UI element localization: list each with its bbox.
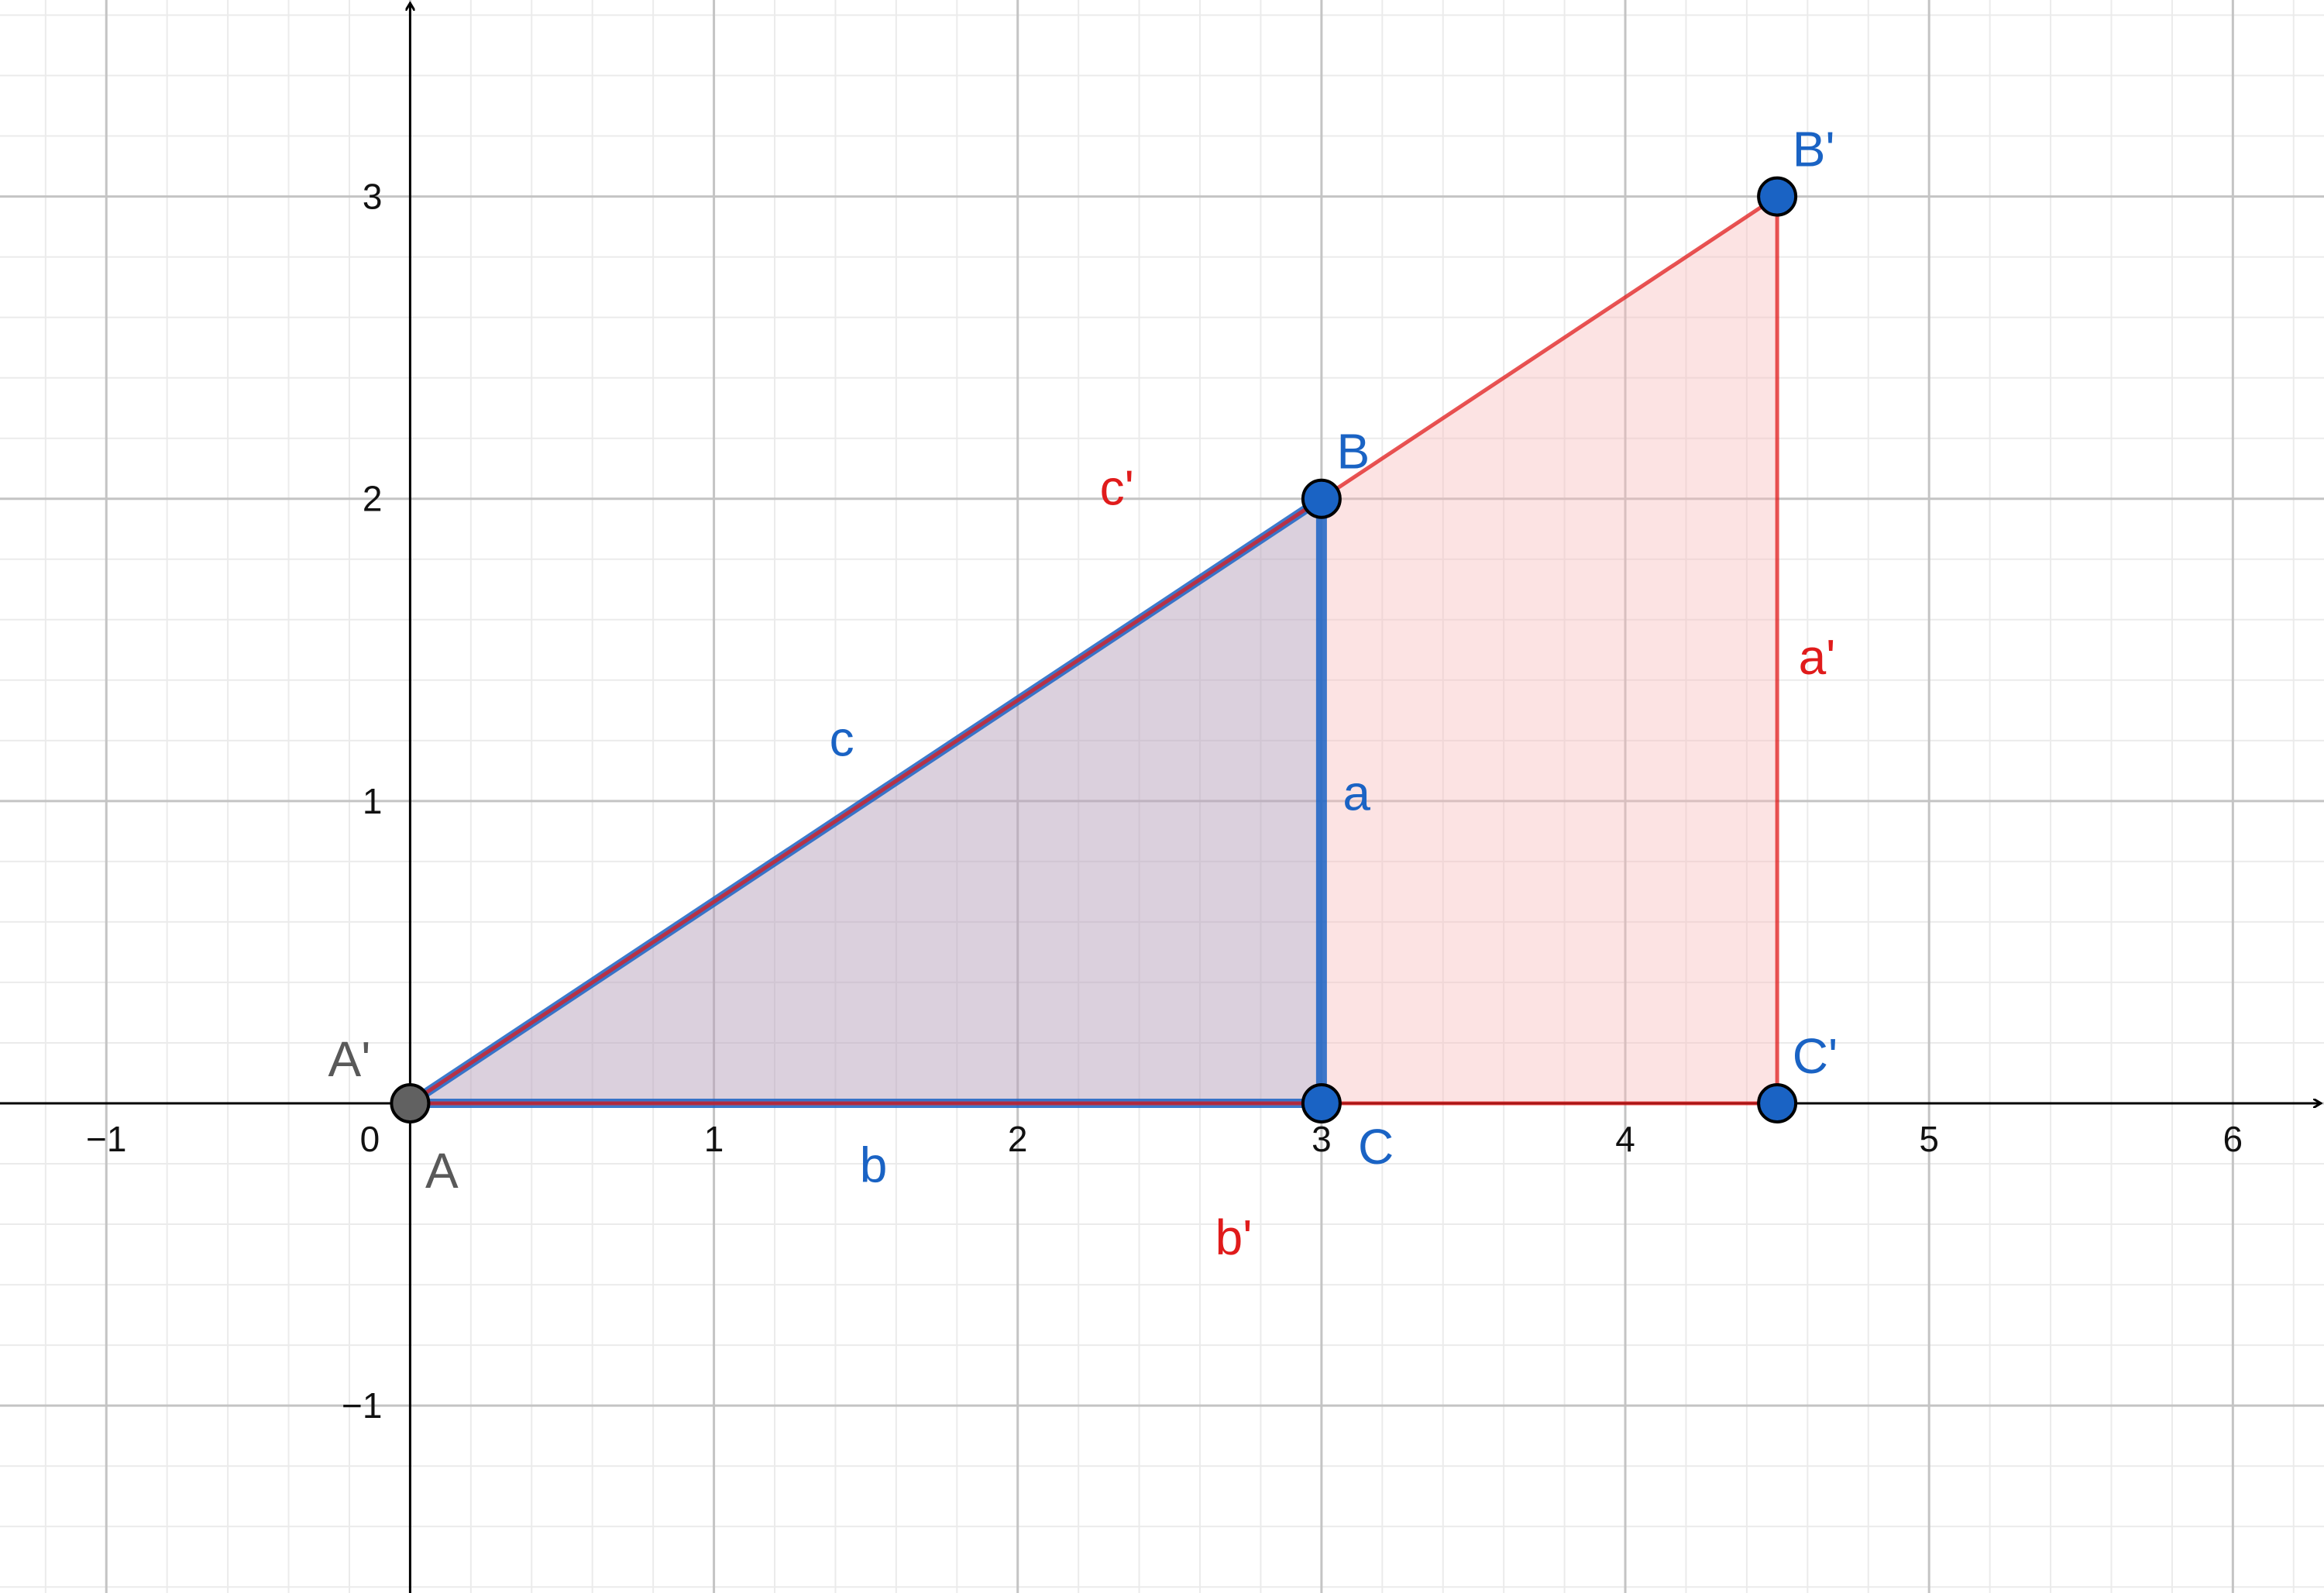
point-a[interactable] [390, 1082, 431, 1123]
x-tick-label: 3 [1312, 1119, 1332, 1159]
label-side-b: b [860, 1137, 888, 1192]
y-tick-labels: −1 1 2 3 [342, 177, 382, 1426]
label-side-a-prime: a' [1799, 629, 1836, 685]
x-tick-labels: −1 0 1 2 3 4 5 6 [86, 1119, 2243, 1159]
x-tick-label: 1 [704, 1119, 724, 1159]
segment-c-prime[interactable] [409, 194, 1779, 1106]
label-point-c-prime: C' [1793, 1028, 1838, 1084]
label-side-a: a [1342, 766, 1370, 821]
x-tick-label: 6 [2223, 1119, 2243, 1159]
point-c[interactable] [1301, 1082, 1342, 1123]
y-tick-label: 3 [363, 177, 383, 217]
x-tick-label: −1 [86, 1119, 126, 1159]
label-point-c: C [1358, 1119, 1394, 1175]
point-c-prime[interactable] [1757, 1082, 1798, 1123]
x-tick-label: 5 [1919, 1119, 1939, 1159]
x-tick-label: 2 [1008, 1119, 1028, 1159]
label-side-b-prime: b' [1215, 1209, 1253, 1265]
y-tick-label: 2 [363, 479, 383, 519]
label-point-a-prime: A' [328, 1031, 371, 1087]
label-point-b: B [1336, 424, 1370, 480]
x-tick-label: 0 [360, 1119, 380, 1159]
y-tick-label: −1 [342, 1385, 382, 1426]
label-side-c-prime: c' [1100, 460, 1134, 516]
point-b-prime[interactable] [1757, 176, 1798, 217]
point-b[interactable] [1301, 478, 1342, 519]
x-tick-label: 4 [1615, 1119, 1635, 1159]
label-point-a: A [425, 1143, 459, 1199]
y-tick-label: 1 [363, 781, 383, 821]
label-side-c: c [830, 710, 854, 766]
label-point-b-prime: B' [1793, 122, 1835, 177]
